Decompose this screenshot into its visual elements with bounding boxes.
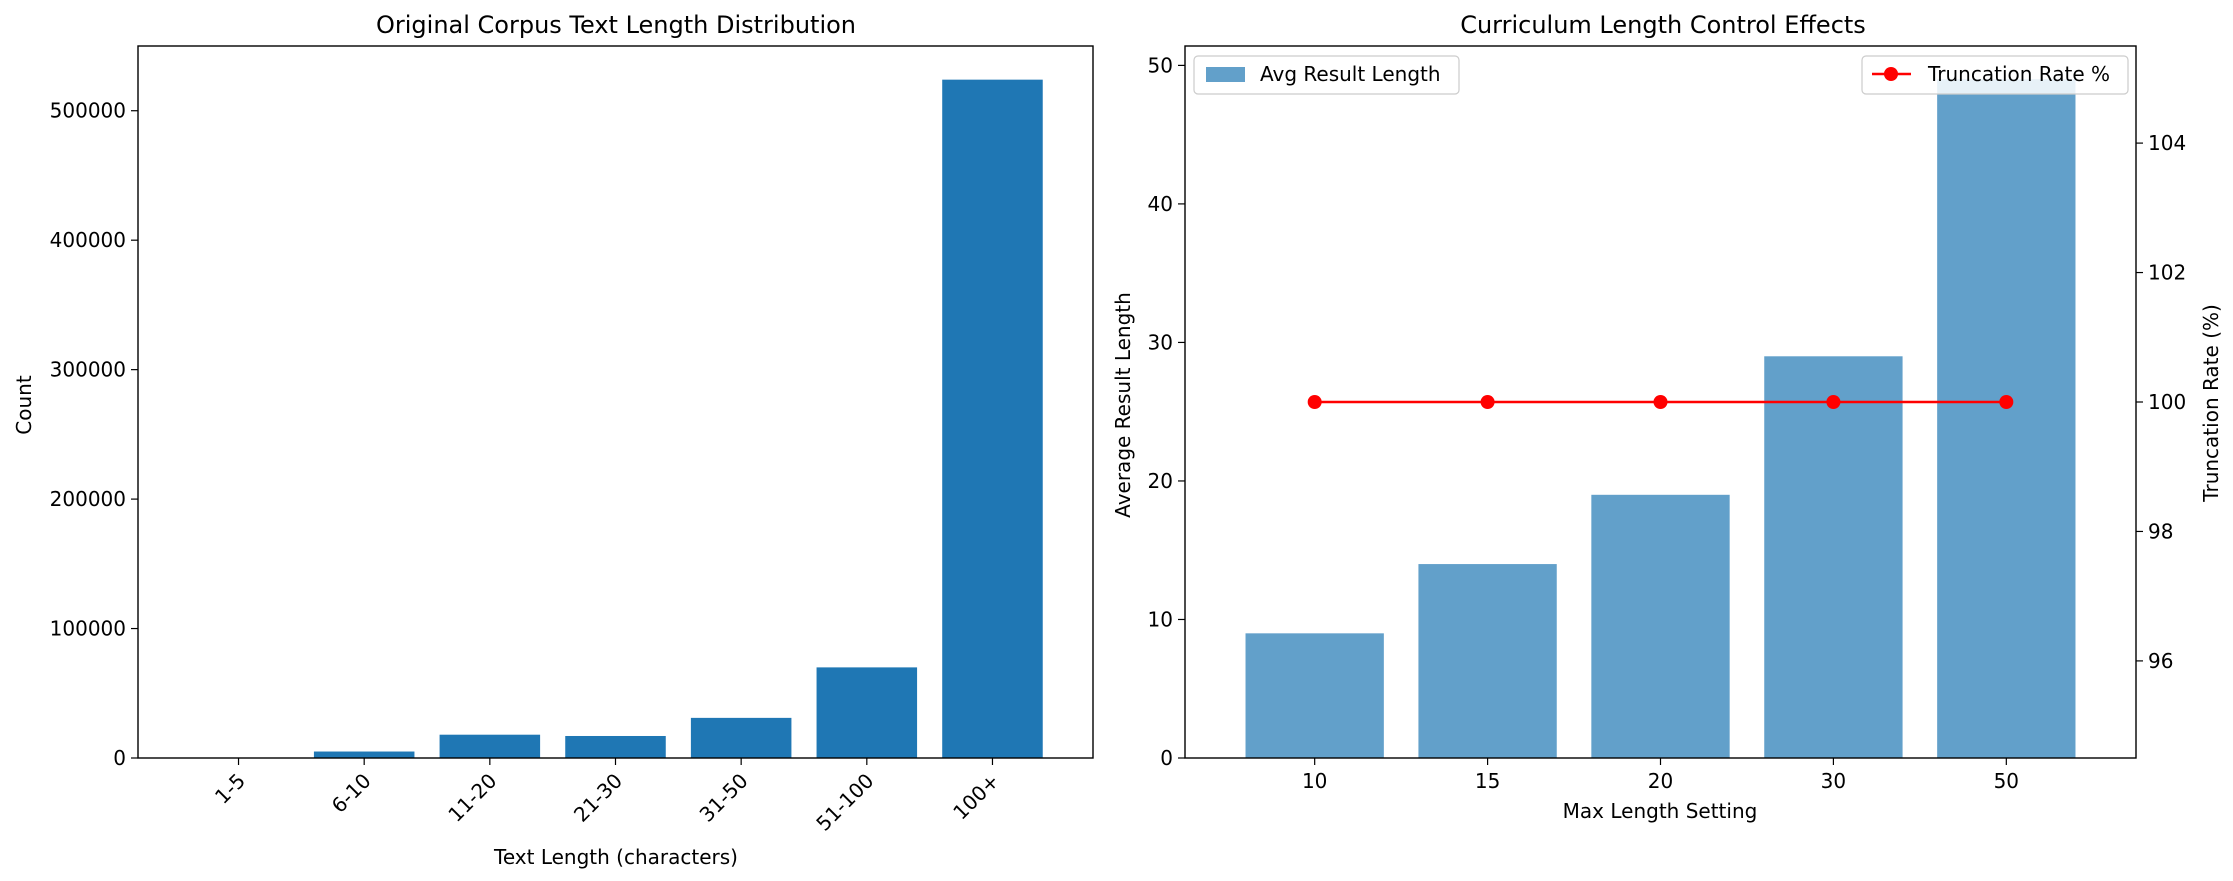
legend-line-box (1861, 55, 2129, 95)
chart1-y-tick-label: 500000 (50, 99, 126, 123)
chart2-axes-frame (1184, 45, 2137, 759)
chart1-y-tick-label: 100000 (50, 617, 126, 641)
legend-line-label: Truncation Rate % (1927, 62, 2110, 86)
chart2-line-point (1653, 395, 1668, 409)
chart2-y2-tick-label: 104 (2148, 131, 2186, 155)
chart2-x-tick-label: 10 (1302, 769, 1327, 793)
chart2-y-tick-label: 20 (1148, 469, 1173, 493)
chart1-x-axis-label: Text Length (characters) (493, 845, 738, 869)
chart2-legend-bars: Avg Result Length (1193, 55, 1460, 95)
chart2-y-axis-label: Average Result Length (1111, 292, 1135, 518)
chart2-y2-tick-label: 100 (2148, 390, 2186, 414)
chart1-bar (565, 735, 666, 758)
chart2-y2-axis-label: Truncation Rate (%) (2199, 304, 2223, 503)
legend-bars-box (1193, 55, 1460, 95)
chart1-y-axis-label: Count (12, 375, 36, 435)
curriculum-chart: Curriculum Length Control Effects 0 10 20 3… (1111, 11, 2223, 823)
chart2-line-point (1826, 395, 1841, 409)
chart2-y-tick-label: 0 (1160, 746, 1173, 770)
chart2-x-tick-label: 20 (1648, 769, 1673, 793)
chart1-y-tick-label: 300000 (50, 358, 126, 382)
chart2-x-tick-label: 30 (1821, 769, 1846, 793)
chart2-legend-line: Truncation Rate % (1861, 55, 2129, 95)
chart2-y2-tick-label: 98 (2148, 519, 2173, 543)
chart2-bar (1245, 633, 1384, 758)
chart1-y-ticks: 0 100000 200000 300000 400000 500000 (50, 99, 138, 770)
chart1-bar (439, 734, 541, 758)
chart2-bar (1764, 356, 1903, 758)
chart1-bar (942, 79, 1043, 758)
chart2-bar (1418, 564, 1557, 758)
chart2-y-tick-label: 30 (1148, 330, 1173, 354)
chart2-truncation-line (1307, 395, 2014, 409)
chart1-bar (313, 751, 415, 758)
chart1-y-tick-label: 400000 (50, 228, 126, 252)
chart2-line-point (1480, 395, 1495, 409)
chart2-x-tick-label: 15 (1475, 769, 1500, 793)
legend-bar-swatch (1206, 67, 1245, 82)
chart2-y-tick-label: 50 (1148, 53, 1173, 77)
chart2-y-tick-label: 10 (1148, 607, 1173, 631)
chart2-y2-tick-label: 102 (2148, 261, 2186, 285)
chart1-axes-frame (137, 45, 1094, 759)
chart2-bar (1591, 494, 1730, 758)
chart1-bar (816, 667, 918, 758)
chart1-y-tick-label: 200000 (50, 487, 126, 511)
chart2-bars (1245, 79, 2076, 759)
chart2-y-tick-label: 40 (1148, 192, 1173, 216)
legend-bars-label: Avg Result Length (1260, 62, 1441, 86)
corpus-length-chart: Original Corpus Text Length Distribution… (12, 11, 1094, 869)
chart1-bar (690, 717, 792, 758)
chart2-title: Curriculum Length Control Effects (1460, 11, 1866, 39)
chart2-line-point (1999, 395, 2014, 409)
legend-line-marker (1884, 67, 1898, 81)
chart2-line-point (1307, 395, 1322, 409)
chart1-title: Original Corpus Text Length Distribution (376, 11, 856, 39)
chart1-y-tick-label: 0 (113, 746, 126, 770)
chart2-x-tick-label: 50 (1994, 769, 2019, 793)
chart1-bars (188, 79, 1043, 758)
chart2-left-y-ticks: 0 10 20 30 40 50 (1148, 53, 1185, 770)
chart2-right-y-ticks: 96 98 100 102 104 (2136, 131, 2186, 673)
chart2-x-axis-label: Max Length Setting (1563, 799, 1758, 823)
chart2-y2-tick-label: 96 (2148, 649, 2173, 673)
chart2-bar (1937, 79, 2076, 759)
chart2-x-ticks: 10 15 20 30 50 (1302, 758, 2019, 793)
